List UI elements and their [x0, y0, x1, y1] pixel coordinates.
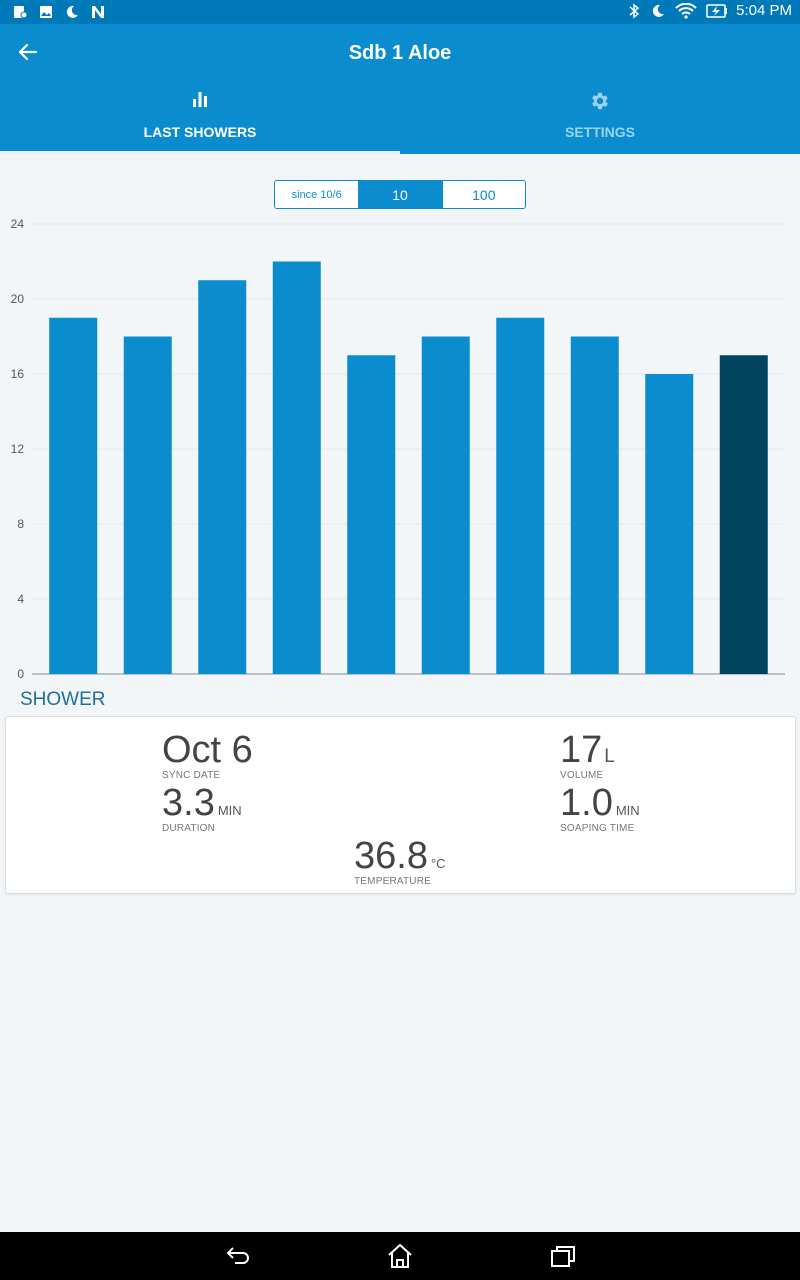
- battery-charging-icon: [706, 3, 728, 19]
- recents-icon: [551, 1246, 575, 1267]
- range-option-100[interactable]: 100: [441, 181, 525, 208]
- wifi-icon: [674, 2, 698, 19]
- sync-date-value: Oct 6: [162, 729, 253, 771]
- shower-details-card: Oct 6 SYNC DATE 17 L VOLUME 3.3 MIN DURATI…: [5, 716, 796, 894]
- section-title-shower: SHOWER: [20, 689, 106, 710]
- stat-volume: 17 L VOLUME: [560, 731, 615, 781]
- app-bar: Sdb 1 Aloe LAST SHOWERS SETTINGS: [0, 24, 800, 154]
- back-nav-icon: [226, 1247, 249, 1264]
- bar[interactable]: [272, 261, 321, 675]
- tab-settings-label: SETTINGS: [564, 124, 635, 140]
- volume-label: VOLUME: [560, 770, 604, 781]
- range-option-10[interactable]: 10: [358, 181, 442, 208]
- stat-sync-date: Oct 6 SYNC DATE: [162, 731, 253, 781]
- moon-icon: [64, 4, 80, 20]
- nav-recents-button[interactable]: [548, 1242, 578, 1270]
- gear-icon: [400, 90, 800, 112]
- bluetooth-icon: [626, 3, 642, 19]
- y-tick-label: 4: [17, 592, 24, 606]
- system-nav-bar: [0, 1232, 800, 1280]
- bar[interactable]: [421, 336, 470, 675]
- bar-chart-icon: [0, 90, 400, 112]
- page-title: Sdb 1 Aloe: [348, 42, 452, 64]
- status-bar: 5:04 PM: [0, 0, 800, 24]
- notification-icon: [12, 4, 28, 20]
- duration-unit: MIN: [217, 803, 242, 818]
- y-tick-label: 24: [11, 217, 25, 231]
- temperature-value: 36.8: [354, 835, 428, 877]
- shower-volume-chart: 0 4 8 12 16 20 24: [11, 217, 785, 681]
- bar[interactable]: [49, 317, 98, 674]
- tab-last-showers[interactable]: LAST SHOWERS: [0, 90, 400, 154]
- range-option-since[interactable]: since 10/6: [291, 188, 342, 201]
- stat-soaping-time: 1.0 MIN SOAPING TIME: [560, 784, 640, 834]
- status-left-icons: [12, 4, 106, 20]
- bar[interactable]: [198, 280, 247, 674]
- arrow-left-icon: [18, 43, 38, 61]
- bar[interactable]: [570, 336, 619, 675]
- soaping-time-value: 1.0: [560, 782, 613, 824]
- status-right-icons: 5:04 PM: [626, 2, 792, 19]
- image-icon: [38, 4, 54, 20]
- tab-last-showers-label: LAST SHOWERS: [143, 124, 257, 140]
- duration-label: DURATION: [162, 823, 216, 834]
- temperature-unit: °C: [430, 856, 446, 871]
- nav-back-button[interactable]: [224, 1242, 254, 1270]
- volume-value: 17: [560, 729, 603, 771]
- soaping-time-label: SOAPING TIME: [560, 823, 635, 834]
- duration-value: 3.3: [162, 782, 215, 824]
- soaping-time-unit: MIN: [615, 803, 640, 818]
- volume-unit: L: [604, 746, 615, 767]
- y-tick-label: 0: [17, 667, 24, 681]
- bar[interactable]: [347, 355, 396, 674]
- active-tab-indicator: [0, 151, 400, 154]
- back-button[interactable]: [14, 38, 42, 66]
- home-icon: [388, 1243, 412, 1268]
- bar[interactable]: [645, 374, 694, 674]
- stat-duration: 3.3 MIN DURATION: [162, 784, 242, 834]
- bar[interactable]: [123, 336, 172, 675]
- n-icon: [90, 4, 106, 20]
- sync-date-label: SYNC DATE: [162, 770, 221, 781]
- y-tick-label: 12: [11, 442, 25, 456]
- y-tick-label: 16: [11, 367, 25, 381]
- temperature-label: TEMPERATURE: [354, 876, 432, 887]
- y-tick-label: 8: [17, 517, 24, 531]
- bar[interactable]: [496, 317, 545, 674]
- y-tick-label: 20: [11, 292, 25, 306]
- stat-temperature: 36.8 °C TEMPERATURE: [354, 837, 446, 887]
- moon-icon: [650, 3, 666, 19]
- nav-home-button[interactable]: [385, 1242, 415, 1270]
- bar-selected[interactable]: [719, 355, 768, 674]
- range-selector: since 10/6 10 100: [274, 180, 526, 209]
- status-time: 5:04 PM: [736, 2, 792, 19]
- tab-settings[interactable]: SETTINGS: [400, 90, 800, 154]
